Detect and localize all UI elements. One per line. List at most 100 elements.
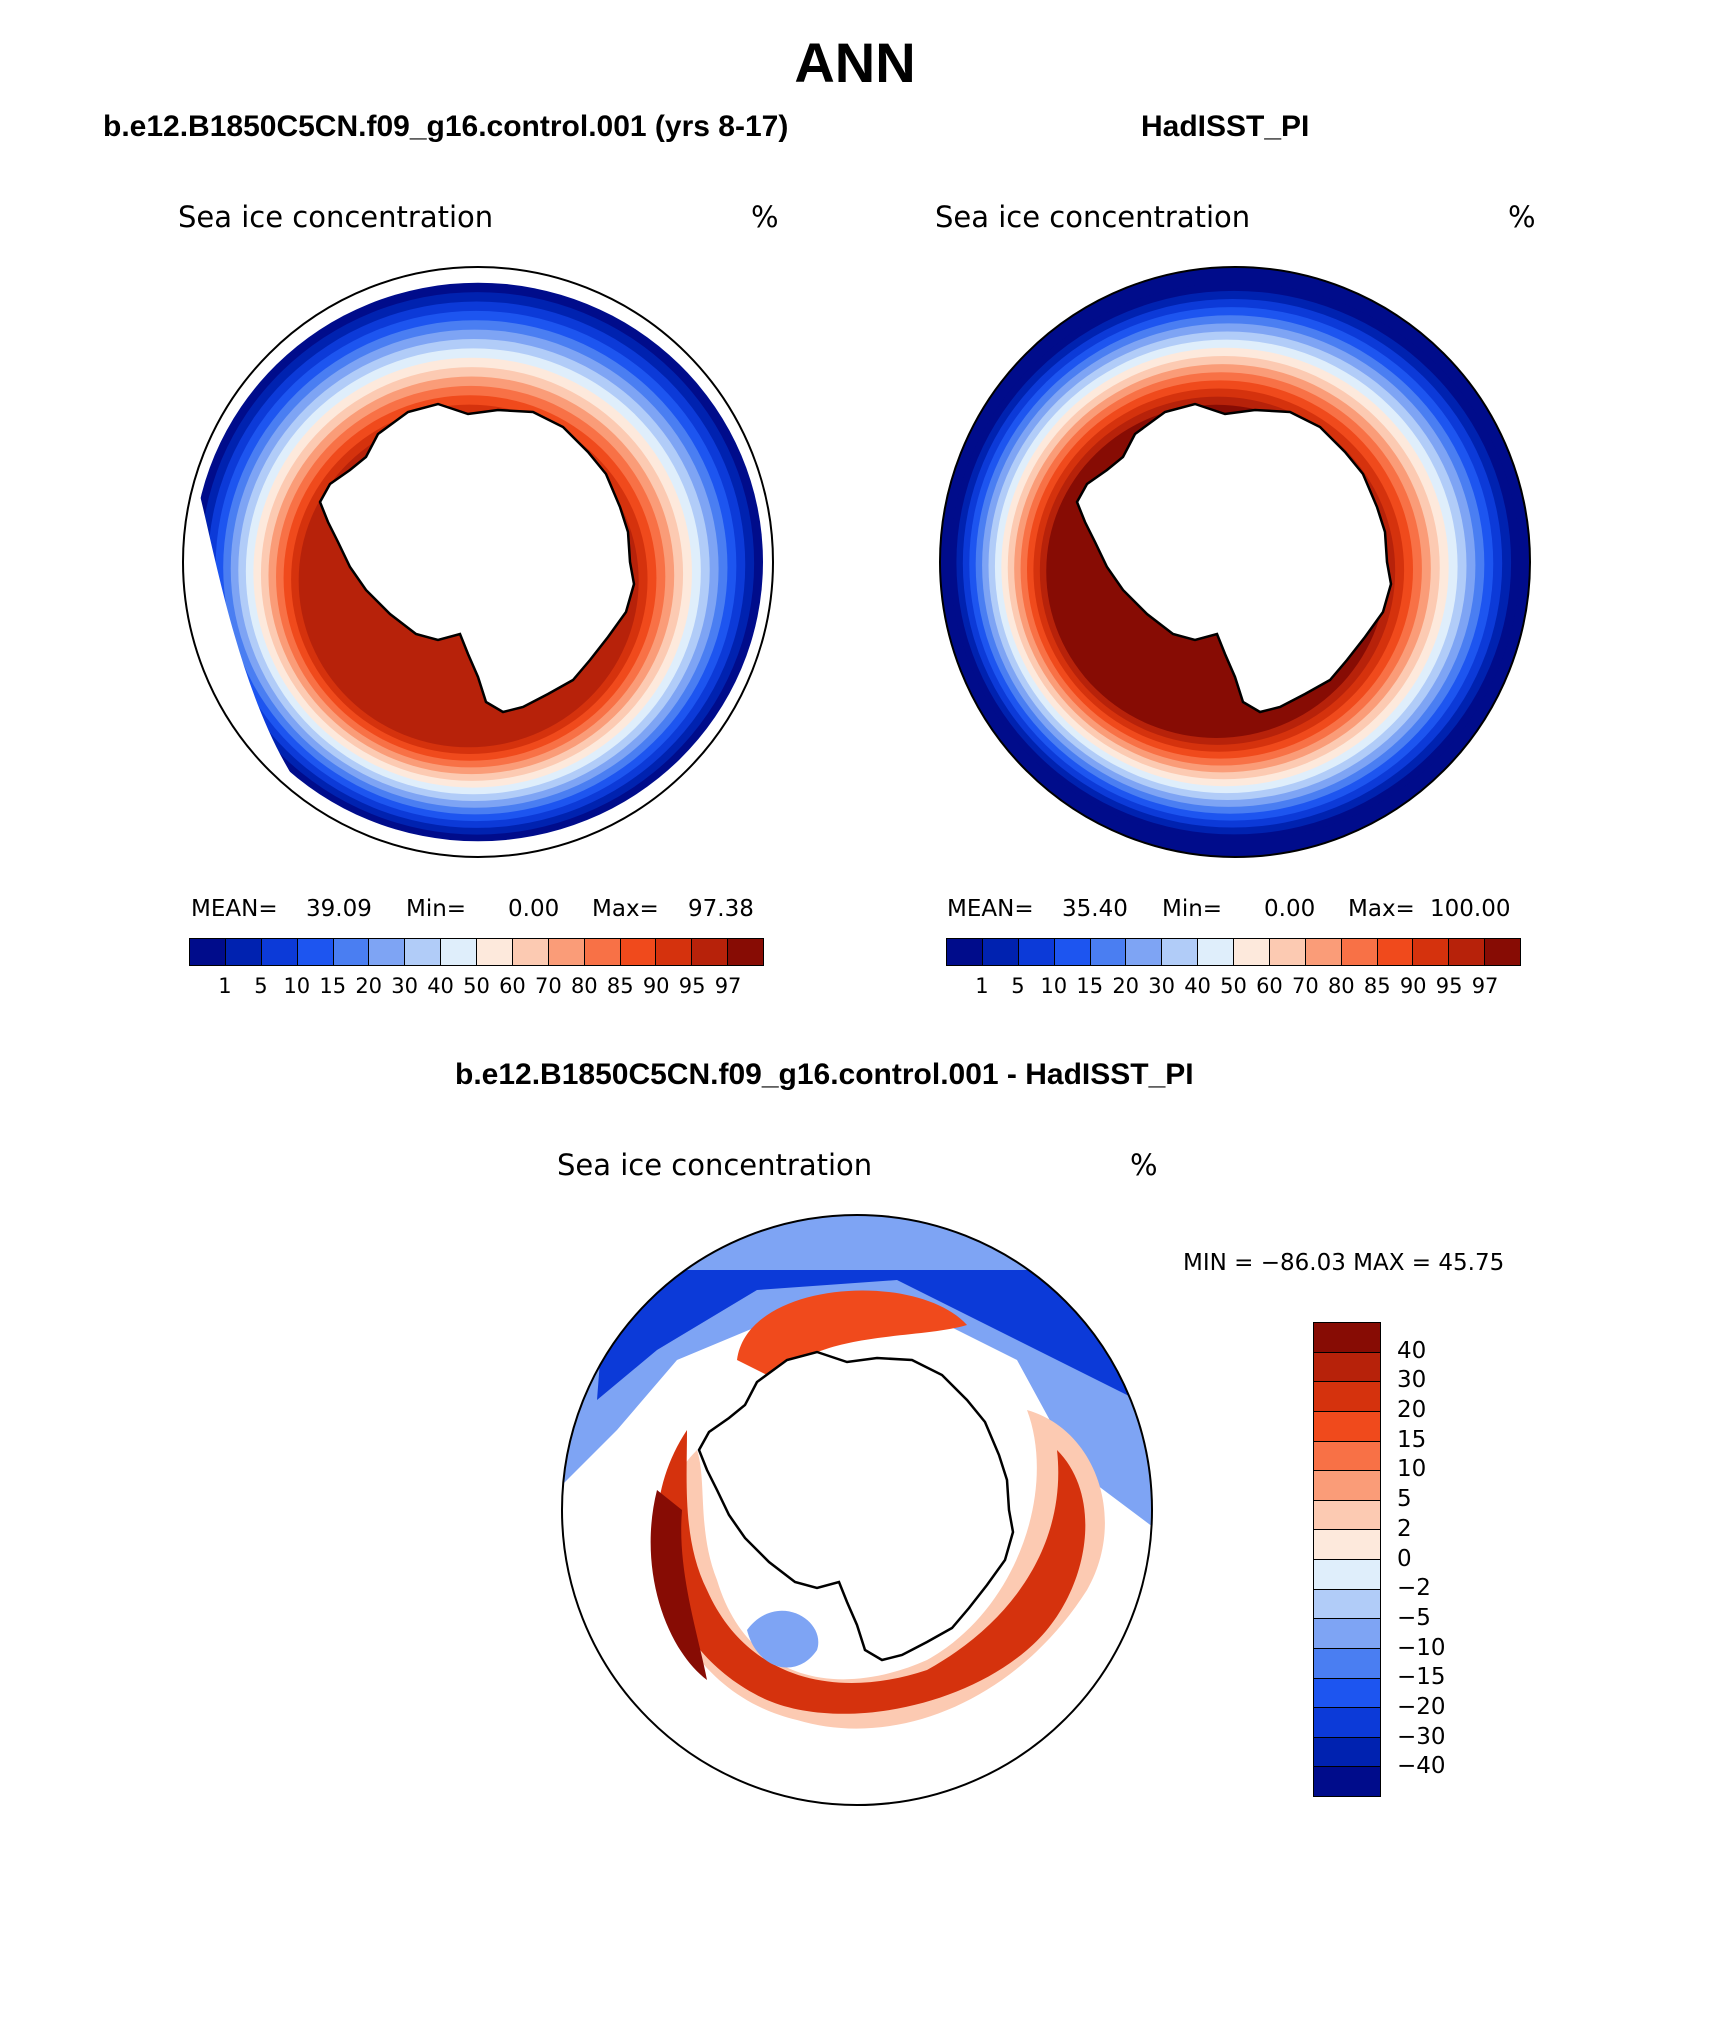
colorbar-tick-label: 10 (1040, 974, 1068, 998)
colorbar-tick-label: 5 (1397, 1486, 1412, 1513)
model-panel-heading: b.e12.B1850C5CN.f09_g16.control.001 (yrs… (103, 110, 789, 143)
colorbar-swatch (1314, 1500, 1380, 1531)
colorbar-swatch (584, 939, 621, 965)
difference-colorbar (1313, 1322, 1381, 1797)
antarctica-outline (697, 1350, 1015, 1662)
colorbar-swatch (1314, 1737, 1380, 1768)
colorbar-swatch (1054, 939, 1091, 965)
difference-map (561, 1214, 1153, 1806)
colorbar-swatch (1449, 939, 1486, 965)
colorbar-tick-label: 40 (1397, 1337, 1427, 1364)
colorbar-tick-label: 90 (642, 974, 670, 998)
colorbar-tick-label: −30 (1397, 1723, 1446, 1750)
colorbar-tick-label: 70 (535, 974, 562, 998)
colorbar-swatch (1126, 939, 1163, 965)
colorbar-tick-label: 97 (714, 974, 742, 998)
colorbar-swatch (512, 939, 549, 965)
obs-colorbar (946, 938, 1521, 966)
colorbar-tick-label: −40 (1397, 1753, 1446, 1780)
colorbar-swatch (656, 939, 693, 965)
antarctica-outline (318, 402, 636, 714)
difference-units-label: % (1130, 1148, 1158, 1182)
colorbar-tick-label: 20 (1397, 1397, 1427, 1424)
colorbar-tick-label: −20 (1397, 1693, 1446, 1720)
colorbar-tick-label: 5 (254, 974, 268, 998)
colorbar-swatch (982, 939, 1019, 965)
colorbar-tick-label: 97 (1471, 974, 1499, 998)
colorbar-tick-label: 80 (570, 974, 598, 998)
colorbar-tick-label: 0 (1397, 1545, 1412, 1572)
colorbar-swatch (1314, 1708, 1380, 1738)
colorbar-tick-label: 10 (1397, 1456, 1427, 1483)
colorbar-tick-label: 70 (1292, 974, 1319, 998)
colorbar-tick-label: 2 (1397, 1515, 1412, 1542)
colorbar-swatch (1314, 1678, 1380, 1709)
colorbar-tick-label: 15 (1397, 1426, 1427, 1453)
colorbar-tick-label: 85 (1363, 974, 1391, 998)
colorbar-swatch (692, 939, 729, 965)
colorbar-swatch (1314, 1411, 1380, 1442)
colorbar-swatch (1314, 1441, 1380, 1472)
colorbar-swatch (1341, 939, 1378, 965)
antarctica-outline (1075, 402, 1393, 714)
obs-mean-label: MEAN= (947, 896, 1034, 922)
colorbar-tick-label: 20 (1112, 974, 1140, 998)
colorbar-swatch (1314, 1560, 1380, 1590)
colorbar-swatch (728, 939, 763, 965)
model-mean-label: MEAN= (191, 896, 278, 922)
colorbar-swatch (261, 939, 298, 965)
colorbar-swatch (1018, 939, 1055, 965)
obs-min-label: Min= (1162, 896, 1223, 922)
obs-sea-ice-map (939, 266, 1531, 858)
obs-mean-value: 35.40 (1062, 896, 1128, 922)
colorbar-tick-label: 1 (975, 974, 989, 998)
colorbar-tick-label: 20 (355, 974, 383, 998)
colorbar-tick-label: 40 (1184, 974, 1211, 998)
colorbar-swatch (548, 939, 585, 965)
colorbar-swatch (225, 939, 262, 965)
colorbar-tick-label: 10 (283, 974, 311, 998)
colorbar-swatch (620, 939, 657, 965)
colorbar-tick-label: 30 (391, 974, 418, 998)
obs-min-value: 0.00 (1264, 896, 1316, 922)
colorbar-tick-label: 30 (1397, 1367, 1427, 1394)
colorbar-swatch (1198, 939, 1234, 965)
model-max-value: 97.38 (688, 896, 754, 922)
colorbar-tick-label: 80 (1327, 974, 1355, 998)
model-variable-label: Sea ice concentration (178, 200, 494, 234)
colorbar-tick-label: 5 (1011, 974, 1025, 998)
colorbar-swatch (1314, 1530, 1380, 1560)
model-mean-value: 39.09 (306, 896, 372, 922)
difference-heading: b.e12.B1850C5CN.f09_g16.control.001 - Ha… (455, 1058, 1194, 1091)
colorbar-tick-label: 95 (1435, 974, 1463, 998)
colorbar-swatch (1162, 939, 1199, 965)
colorbar-swatch (947, 939, 983, 965)
colorbar-tick-label: 60 (1256, 974, 1283, 998)
model-units-label: % (751, 200, 779, 234)
model-sea-ice-map (182, 266, 774, 858)
colorbar-tick-label: 85 (606, 974, 634, 998)
model-min-value: 0.00 (508, 896, 560, 922)
colorbar-swatch (1314, 1352, 1380, 1383)
colorbar-tick-label: −15 (1397, 1664, 1446, 1691)
model-colorbar (189, 938, 764, 966)
colorbar-swatch (1234, 939, 1270, 965)
colorbar-tick-label: 95 (678, 974, 706, 998)
obs-variable-label: Sea ice concentration (935, 200, 1251, 234)
colorbar-swatch (1305, 939, 1342, 965)
colorbar-swatch (1314, 1619, 1380, 1649)
colorbar-swatch (1314, 1648, 1380, 1679)
colorbar-tick-label: 30 (1148, 974, 1175, 998)
colorbar-swatch (1090, 939, 1127, 965)
colorbar-swatch (1269, 939, 1306, 965)
colorbar-swatch (297, 939, 334, 965)
colorbar-swatch (333, 939, 370, 965)
model-min-label: Min= (406, 896, 467, 922)
colorbar-swatch (1314, 1471, 1380, 1501)
colorbar-tick-label: 90 (1399, 974, 1427, 998)
colorbar-tick-label: 15 (319, 974, 347, 998)
obs-panel-heading: HadISST_PI (1141, 110, 1310, 143)
difference-variable-label: Sea ice concentration (557, 1148, 873, 1182)
colorbar-swatch (1413, 939, 1450, 965)
colorbar-tick-label: −2 (1397, 1575, 1431, 1602)
